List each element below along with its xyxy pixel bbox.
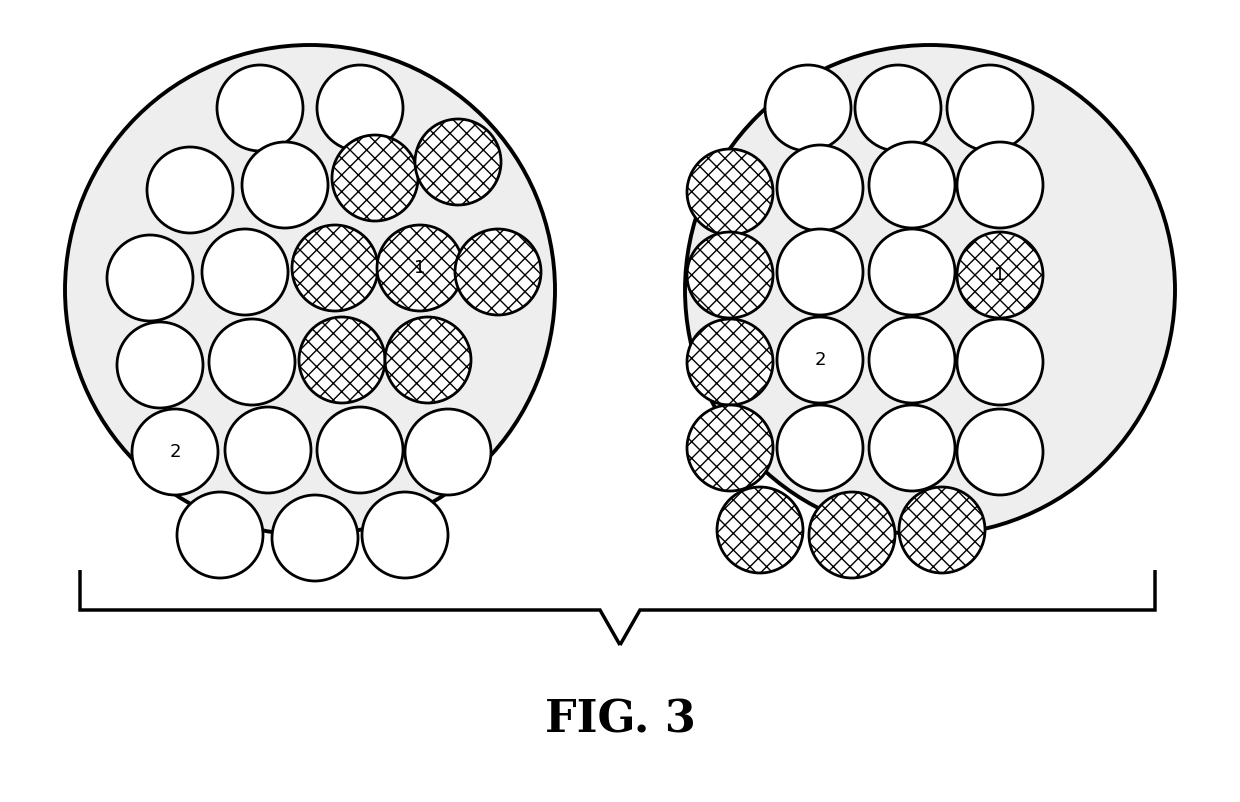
Circle shape — [177, 492, 263, 578]
Circle shape — [415, 119, 501, 205]
Circle shape — [869, 405, 955, 491]
Circle shape — [217, 65, 303, 151]
Circle shape — [808, 492, 895, 578]
Circle shape — [272, 495, 358, 581]
Circle shape — [117, 322, 203, 408]
Circle shape — [377, 225, 463, 311]
Text: 2: 2 — [815, 351, 826, 369]
Circle shape — [148, 147, 233, 233]
Circle shape — [687, 319, 773, 405]
Circle shape — [242, 142, 329, 228]
Circle shape — [957, 142, 1043, 228]
Circle shape — [869, 142, 955, 228]
Circle shape — [947, 65, 1033, 151]
Circle shape — [777, 405, 863, 491]
Circle shape — [384, 317, 471, 403]
Circle shape — [317, 407, 403, 493]
Circle shape — [777, 145, 863, 231]
Text: 1: 1 — [414, 259, 425, 277]
Circle shape — [869, 229, 955, 315]
Circle shape — [291, 225, 378, 311]
Text: 1: 1 — [994, 266, 1006, 284]
Circle shape — [687, 149, 773, 235]
Circle shape — [765, 65, 851, 151]
Circle shape — [684, 45, 1176, 535]
Circle shape — [777, 229, 863, 315]
Circle shape — [899, 487, 985, 573]
Circle shape — [856, 65, 941, 151]
Circle shape — [455, 229, 541, 315]
Circle shape — [317, 65, 403, 151]
Circle shape — [362, 492, 448, 578]
Circle shape — [332, 135, 418, 221]
Circle shape — [957, 409, 1043, 495]
Text: 2: 2 — [169, 443, 181, 461]
Circle shape — [687, 405, 773, 491]
Circle shape — [107, 235, 193, 321]
Text: FIG. 3: FIG. 3 — [544, 699, 696, 742]
Circle shape — [957, 319, 1043, 405]
Circle shape — [687, 232, 773, 318]
Circle shape — [224, 407, 311, 493]
Circle shape — [210, 319, 295, 405]
Circle shape — [202, 229, 288, 315]
Circle shape — [957, 232, 1043, 318]
Circle shape — [131, 409, 218, 495]
Circle shape — [64, 45, 556, 535]
Circle shape — [405, 409, 491, 495]
Circle shape — [717, 487, 804, 573]
Circle shape — [777, 317, 863, 403]
Circle shape — [869, 317, 955, 403]
Circle shape — [299, 317, 384, 403]
